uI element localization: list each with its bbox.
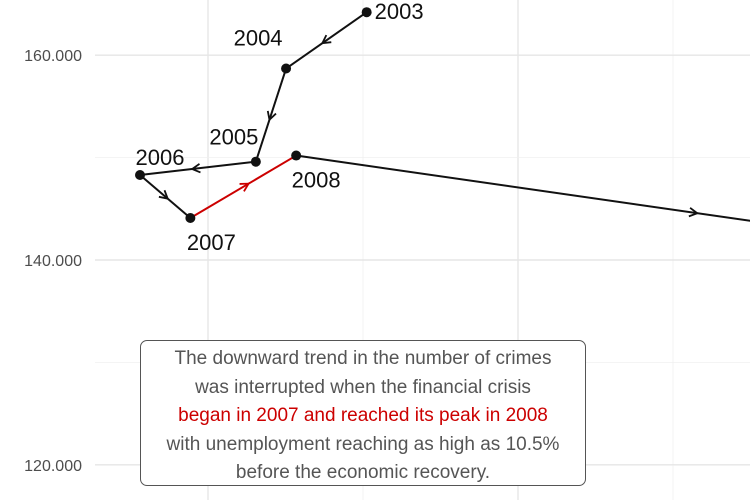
year-label: 2005 [209, 125, 258, 150]
year-labels: 2003 2004 2005 2006 2007 2008 [136, 0, 424, 255]
path-segment [254, 68, 288, 163]
data-point [250, 156, 261, 167]
y-axis-ticks: 120.000 140.000 160.000 [24, 48, 82, 475]
annotation-box: The downward trend in the number of crim… [140, 340, 586, 486]
y-tick-label: 140.000 [24, 253, 82, 270]
path-segment [139, 174, 192, 219]
data-point [281, 63, 292, 74]
path-segment [139, 160, 256, 177]
annotation-line-highlight: began in 2007 and reached its peak in 20… [178, 405, 548, 426]
annotation-line: with unemployment reaching as high as 10… [166, 433, 560, 455]
direction-arrow [266, 110, 277, 122]
data-point [185, 213, 196, 224]
path-segments [139, 11, 750, 222]
year-label: 2007 [187, 230, 236, 255]
direction-arrow [158, 189, 170, 200]
path-segment [285, 11, 368, 70]
y-tick-label: 160.000 [24, 48, 82, 65]
direction-arrow [239, 182, 251, 192]
path-segment [296, 154, 750, 222]
path-segment [189, 154, 297, 219]
year-label: 2008 [292, 168, 341, 193]
direction-arrow [320, 34, 332, 45]
annotation-line: The downward trend in the number of crim… [174, 348, 552, 369]
data-point [291, 150, 302, 161]
y-tick-label: 120.000 [24, 458, 82, 475]
annotation-line: was interrupted when the financial crisi… [195, 376, 531, 398]
data-point [361, 7, 372, 18]
direction-arrow [190, 163, 201, 174]
year-label: 2004 [234, 26, 283, 51]
data-point [135, 170, 145, 181]
year-label: 2003 [375, 0, 424, 24]
year-label: 2006 [136, 145, 185, 170]
data-points [135, 7, 372, 224]
annotation-line: before the economic recovery. [235, 462, 491, 483]
direction-arrow [688, 207, 700, 218]
